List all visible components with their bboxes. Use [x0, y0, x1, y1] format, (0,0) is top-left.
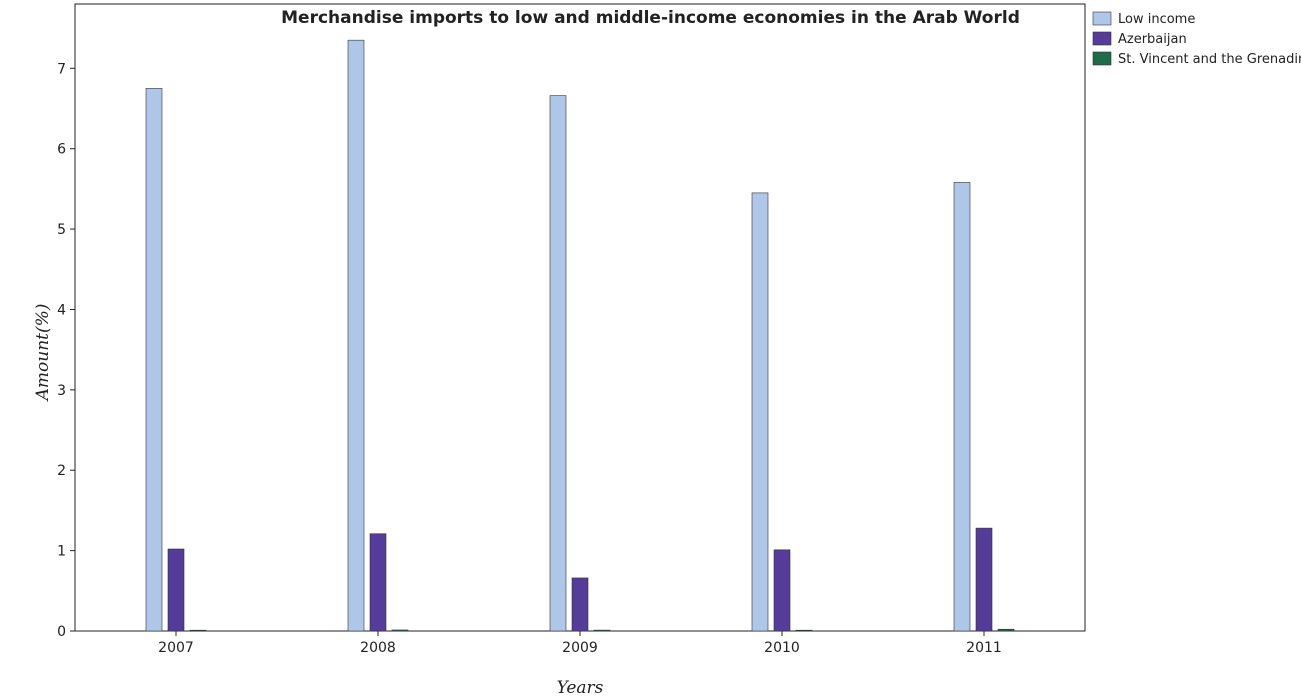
- bar-azerbaijan-2010: [773, 549, 791, 632]
- bar-azerbaijan-2009: [571, 577, 589, 632]
- bar-azerbaijan-2011: [975, 527, 993, 632]
- bar-st-vincent-and-the-grenadines-2008: [391, 629, 409, 632]
- bar-low-income-2008: [347, 39, 365, 632]
- y-tick-label: 1: [57, 544, 66, 560]
- y-axis: 0 1 2 3 4 5 6 7: [57, 61, 75, 640]
- x-axis: 2007 2008 2009 2010 2011: [158, 631, 1002, 656]
- y-tick-label: 4: [57, 302, 66, 318]
- bar-st-vincent-and-the-grenadines-2011: [997, 628, 1015, 632]
- x-tick-label: 2007: [158, 640, 194, 656]
- legend-swatch-azerbaijan: [1092, 31, 1112, 46]
- x-tick-label: 2009: [562, 640, 598, 656]
- bar-low-income-2010: [751, 192, 769, 632]
- legend-swatch-low-income: [1092, 11, 1112, 26]
- y-tick-label: 5: [57, 222, 66, 238]
- y-tick-label: 3: [57, 383, 66, 399]
- bar-st-vincent-and-the-grenadines-2009: [593, 629, 611, 632]
- bar-low-income-2011: [953, 182, 971, 632]
- y-axis-label: Amount(%): [33, 304, 53, 403]
- bar-azerbaijan-2008: [369, 533, 387, 632]
- legend-label: Azerbaijan: [1118, 32, 1187, 47]
- y-tick-label: 6: [57, 142, 66, 158]
- bar-low-income-2007: [145, 88, 163, 632]
- y-tick-label: 2: [57, 463, 66, 479]
- legend-swatch-st-vincent-and-the-grenadines: [1092, 51, 1112, 66]
- y-tick-label: 7: [57, 61, 66, 77]
- y-tick-label: 0: [57, 624, 66, 640]
- chart-title: Merchandise imports to low and middle-in…: [281, 8, 1020, 28]
- bar-low-income-2009: [549, 95, 567, 632]
- x-tick-label: 2011: [966, 640, 1002, 656]
- plot-frame: [74, 3, 1086, 632]
- bars-layer: [145, 39, 1015, 632]
- x-tick-label: 2008: [360, 640, 396, 656]
- legend: Low income Azerbaijan St. Vincent and the …: [1092, 11, 1301, 67]
- bar-st-vincent-and-the-grenadines-2010: [795, 629, 813, 632]
- legend-label: Low income: [1118, 12, 1195, 27]
- bar-st-vincent-and-the-grenadines-2007: [189, 629, 207, 632]
- plot-border: [74, 3, 1086, 632]
- legend-label: St. Vincent and the Grenadines: [1118, 52, 1301, 67]
- bar-azerbaijan-2007: [167, 548, 185, 632]
- x-axis-label: Years: [557, 678, 604, 698]
- x-tick-label: 2010: [764, 640, 800, 656]
